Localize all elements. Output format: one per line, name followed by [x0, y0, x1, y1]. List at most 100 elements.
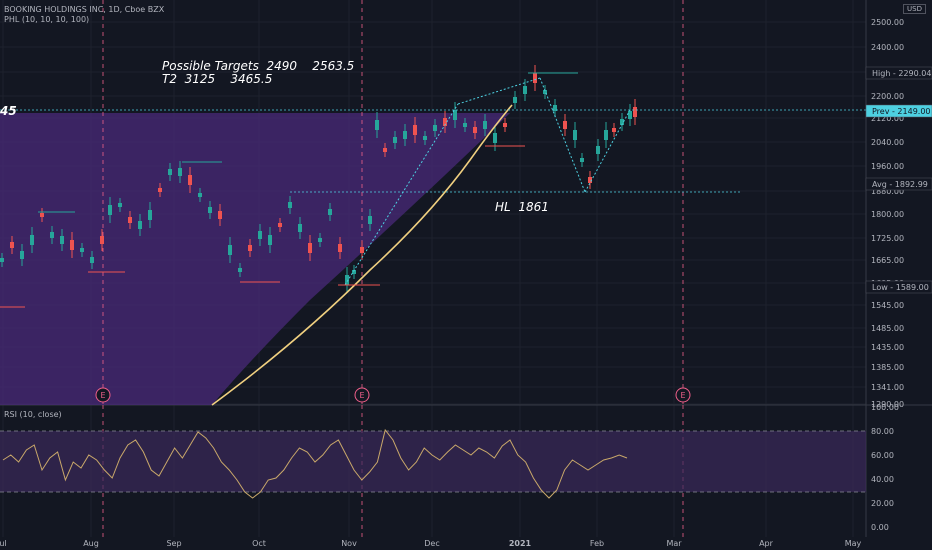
candle-body: [338, 244, 342, 252]
candle-body: [318, 238, 322, 242]
x-tick-label: Mar: [666, 539, 682, 548]
time-axis: ul Aug Sep Oct Nov Dec 2021 Feb Mar Apr May: [0, 539, 862, 548]
y-tick-label: 2400.00: [871, 43, 904, 52]
candle-body: [588, 177, 592, 183]
x-tick-label: 2021: [509, 539, 532, 548]
x-tick-label: Oct: [252, 539, 266, 548]
candle-body: [628, 111, 632, 119]
price-label-box: [865, 66, 932, 80]
rsi-line: [2, 428, 628, 499]
candle-body: [375, 120, 379, 130]
y-tick-label: 1665.00: [871, 256, 904, 265]
candle-body: [118, 203, 122, 207]
y-tick-label: 2200.00: [871, 92, 904, 101]
candle-body: [40, 213, 44, 217]
x-tick-label: Dec: [424, 539, 439, 548]
candle-body: [483, 121, 487, 129]
y-tick-label: 1545.00: [871, 301, 904, 310]
candle-body: [413, 125, 417, 135]
y-tick-label: 1725.00: [871, 234, 904, 243]
y-tick-label: 1960.00: [871, 162, 904, 171]
channel-fill: [0, 113, 510, 405]
candle-body: [90, 257, 94, 263]
candle-body: [258, 231, 262, 239]
x-tick-label: Apr: [759, 539, 774, 548]
rsi-tick-label: 100.00: [871, 403, 899, 412]
x-tick-label: Feb: [590, 539, 604, 548]
candle-body: [50, 232, 54, 238]
currency-badge[interactable]: USD: [903, 4, 926, 14]
x-tick-label: Nov: [341, 539, 357, 548]
candle-body: [298, 224, 302, 232]
candle-body: [128, 217, 132, 223]
candle-body: [218, 211, 222, 219]
candle-body: [503, 123, 507, 127]
trend-dotted-3: [539, 77, 586, 193]
hl-annotation: HL 1861: [495, 200, 549, 214]
y-tick-label: 2040.00: [871, 138, 904, 147]
y-tick-label: 1341.00: [871, 383, 904, 392]
earnings-marker-label: E: [680, 391, 685, 400]
earnings-marker: [95, 387, 111, 403]
price-label-box: [865, 104, 932, 118]
price-label-text: High - 2290.04: [872, 69, 931, 78]
x-tick-label: May: [845, 539, 862, 548]
rsi-title: RSI (10, close): [4, 410, 62, 419]
indicator-title: PHL (10, 10, 10, 100): [4, 15, 90, 24]
price-label: Prev - 2149.00: [865, 104, 932, 118]
earnings-marker: [675, 387, 691, 403]
candle-body: [308, 243, 312, 253]
left-cut-label: 45: [0, 104, 17, 118]
y-tick-label: 2120.00: [871, 114, 904, 123]
trend-dotted-4: [584, 109, 631, 193]
candle-body: [100, 236, 104, 244]
trend-dotted-2: [457, 77, 541, 105]
earnings-marker-label: E: [359, 391, 364, 400]
candle-body: [580, 158, 584, 162]
candle-body: [533, 73, 537, 83]
candle-body: [573, 130, 577, 140]
candle-body: [30, 235, 34, 245]
candle-body: [108, 205, 112, 215]
candle-body: [10, 242, 14, 248]
candle-body: [463, 123, 467, 127]
candle-body: [288, 202, 292, 208]
rsi-tick-label: 60.00: [871, 451, 894, 460]
candle-body: [345, 275, 349, 285]
targets-annotation-1: Possible Targets 2490 2563.5: [162, 59, 355, 73]
trend-dotted-1: [344, 103, 459, 286]
candle-body: [238, 268, 242, 272]
candle-body: [168, 169, 172, 175]
x-tick-label: ul: [0, 539, 7, 548]
rsi-tick-label: 40.00: [871, 475, 894, 484]
candle-body: [523, 86, 527, 94]
overlay-lines: [0, 72, 866, 406]
candle-body: [563, 121, 567, 129]
candle-body: [453, 110, 457, 120]
parabolic-curve: [211, 104, 513, 406]
candle-body: [493, 133, 497, 143]
candle-body: [228, 245, 232, 255]
candle-body: [148, 210, 152, 220]
candle-body: [393, 137, 397, 143]
y-tick-label: 1385.00: [871, 363, 904, 372]
targets-annotation-2: T2 3125 3465.5: [162, 72, 273, 86]
candle-body: [403, 131, 407, 139]
candle-body: [596, 146, 600, 154]
candle-body: [433, 125, 437, 131]
y-tick-label: 1290.00: [871, 400, 904, 409]
rsi-band: [0, 431, 866, 492]
price-label: High - 2290.04: [865, 66, 932, 80]
candle-body: [368, 216, 372, 224]
candle-body: [80, 248, 84, 252]
candle-body: [70, 240, 74, 250]
candle-body: [188, 175, 192, 185]
candle-body: [328, 209, 332, 215]
candle-body: [443, 118, 447, 126]
y-tick-label: 1800.00: [871, 210, 904, 219]
candle-body: [513, 97, 517, 103]
price-label-box: [865, 177, 932, 191]
candle-body: [553, 105, 557, 111]
channel-area: [0, 113, 510, 405]
